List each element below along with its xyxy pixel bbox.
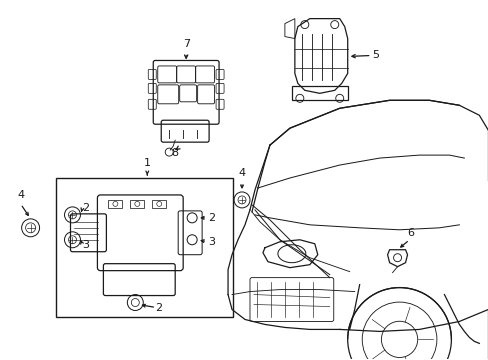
Bar bbox=[152, 200, 166, 208]
Text: 3: 3 bbox=[82, 240, 89, 250]
Bar bbox=[108, 200, 122, 208]
Text: 1: 1 bbox=[143, 158, 150, 168]
Text: 4: 4 bbox=[17, 190, 24, 200]
Text: 3: 3 bbox=[208, 237, 215, 247]
Text: 2: 2 bbox=[155, 302, 162, 312]
Text: 2: 2 bbox=[82, 203, 89, 213]
Bar bbox=[291, 86, 347, 100]
Text: 8: 8 bbox=[171, 148, 179, 158]
Text: 2: 2 bbox=[208, 213, 215, 223]
Bar bbox=[130, 200, 144, 208]
Text: 5: 5 bbox=[372, 50, 379, 60]
Bar bbox=[56, 178, 233, 318]
Text: 4: 4 bbox=[238, 168, 245, 178]
Text: 6: 6 bbox=[407, 228, 414, 238]
Text: 7: 7 bbox=[182, 39, 189, 49]
